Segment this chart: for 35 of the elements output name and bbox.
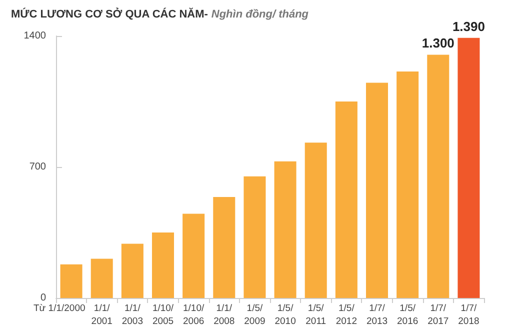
bar (213, 196, 236, 298)
x-tick-label: 1/1/ 2003 (122, 303, 143, 327)
bar (152, 232, 174, 298)
x-tick-label: 1/10/ 2005 (152, 303, 174, 327)
bar (274, 161, 296, 298)
y-tick-label: 0 (40, 292, 46, 304)
x-tick-label: 1/7/ 2018 (458, 303, 480, 327)
x-tick-label: Từ 1/1/2000 (33, 303, 86, 314)
x-tick-label: 1/5/ 2016 (397, 303, 418, 327)
bar (90, 258, 113, 298)
y-tick-label: 700 (29, 162, 46, 172)
bar (427, 54, 450, 298)
bar (458, 38, 480, 298)
x-tick-label: 1/5/ 2010 (274, 303, 296, 327)
chart-title: MỨC LƯƠNG CƠ SỞ QUA CÁC NĂM- (11, 8, 208, 20)
x-tick-label: 1/7/ 2017 (428, 303, 449, 327)
bar (244, 176, 266, 298)
data-label: 1.390 (452, 18, 485, 34)
bar (60, 264, 82, 298)
x-tick-label: 1/5/ 2012 (336, 303, 357, 327)
bar (335, 102, 358, 298)
chart-subtitle: Nghìn đồng/ tháng (208, 8, 309, 20)
bar (366, 82, 388, 298)
x-tick-label: 1/10/ 2006 (183, 303, 204, 327)
bar (304, 142, 327, 298)
data-label: 1.300 (422, 36, 454, 51)
bar (396, 72, 419, 298)
bar (182, 214, 205, 298)
x-tick-label: 1/1/ 2008 (214, 303, 235, 327)
x-tick-label: 1/7/ 2013 (366, 303, 388, 327)
y-tick-label: 1400 (24, 30, 46, 42)
x-tick-label: 1/1/ 2001 (91, 303, 112, 327)
x-tick-label: 1/5/ 2011 (306, 303, 326, 327)
x-tick-label: 1/5/ 2009 (244, 303, 266, 327)
bar (121, 244, 144, 298)
